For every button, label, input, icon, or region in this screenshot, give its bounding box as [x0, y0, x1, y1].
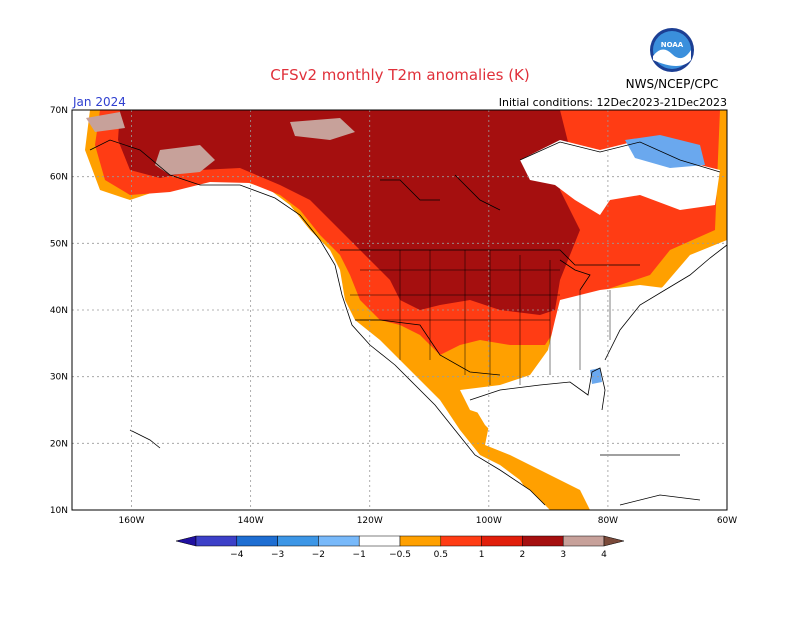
colorbar-label: −4	[230, 550, 244, 560]
colorbar-label: 0.5	[434, 550, 448, 560]
colorbar-swatch	[562, 535, 605, 547]
longitude-label: 100W	[476, 516, 502, 526]
ocean-gulf	[470, 380, 585, 440]
longitude-label: 60W	[717, 516, 737, 526]
colorbar-label: −2	[312, 550, 325, 560]
latitude-label: 70N	[50, 106, 68, 116]
colorbar-label: −0.5	[389, 550, 411, 560]
latitude-label: 40N	[50, 306, 68, 316]
anomaly-region-florida-cold	[590, 368, 602, 384]
colorbar-label: 3	[560, 550, 566, 560]
logo-text: NOAA	[661, 41, 684, 49]
colorbar-swatch	[236, 535, 278, 547]
colorbar-swatch	[399, 535, 442, 547]
longitude-labels: 160W 140W 120W 100W 80W 60W	[119, 516, 738, 526]
colorbar-swatch	[522, 535, 564, 547]
noaa-logo-icon: NOAA	[650, 28, 694, 72]
longitude-label: 140W	[238, 516, 264, 526]
state-borders	[350, 250, 611, 385]
colorbar-label: 1	[479, 550, 485, 560]
agency-label: NWS/NCEP/CPC	[626, 77, 719, 91]
ocean-pacific	[72, 190, 550, 510]
colorbar-min-arrow	[175, 535, 197, 547]
latitude-label: 60N	[50, 173, 68, 183]
colorbar-label: −1	[353, 550, 366, 560]
longitude-label: 120W	[357, 516, 383, 526]
anomaly-region-gt3-arctic	[86, 112, 125, 132]
colorbar-swatch	[358, 535, 401, 547]
colorbar-swatch	[318, 535, 360, 547]
map-area	[71, 109, 728, 511]
latitude-label: 50N	[50, 239, 68, 249]
colorbar-label: −3	[271, 550, 284, 560]
map-frame	[71, 109, 728, 511]
colorbar-swatch	[195, 535, 238, 547]
colorbar-label: 2	[520, 550, 526, 560]
valid-month: Jan 2024	[72, 95, 126, 109]
colorbar-label: 4	[601, 550, 607, 560]
ocean-atlantic	[610, 250, 727, 440]
latitude-labels: 70N 60N 50N 40N 30N 20N 10N	[50, 106, 68, 516]
anomaly-region-gt2	[118, 110, 580, 315]
gridlines	[72, 110, 727, 510]
figure-title: CFSv2 monthly T2m anomalies (K)	[270, 66, 530, 84]
colorbar-swatch	[277, 535, 319, 547]
anomaly-region-gt3-yukon	[290, 118, 355, 140]
longitude-label: 80W	[598, 516, 618, 526]
colorbar: −4 −3 −2 −1 −0.5 0.5 1 2 3 4	[175, 535, 625, 560]
colorbar-swatch	[440, 535, 482, 547]
latitude-label: 30N	[50, 373, 68, 383]
longitude-label: 160W	[119, 516, 145, 526]
anomaly-region-labrador-cold	[625, 135, 705, 168]
colorbar-max-arrow	[603, 535, 625, 547]
latitude-label: 10N	[50, 506, 68, 516]
latitude-label: 20N	[50, 439, 68, 449]
initial-conditions: Initial conditions: 12Dec2023-21Dec2023	[499, 96, 727, 109]
colorbar-swatch	[481, 535, 523, 547]
anomaly-region-gt3-alaska	[155, 145, 215, 175]
